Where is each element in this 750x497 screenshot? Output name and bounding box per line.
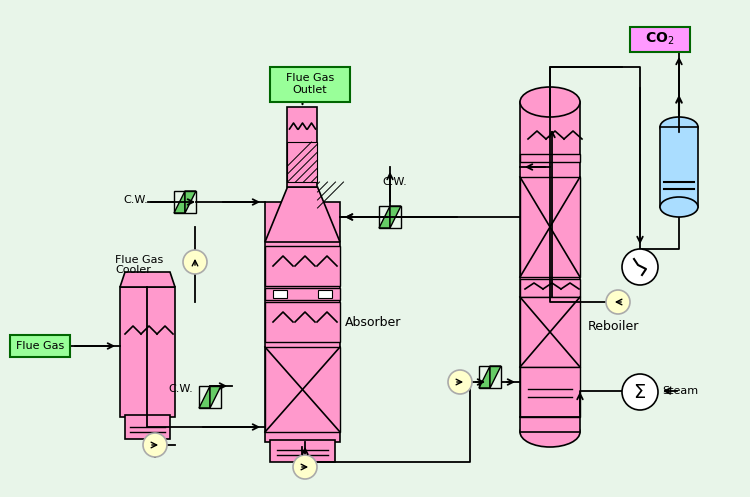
FancyBboxPatch shape (630, 27, 690, 52)
FancyBboxPatch shape (520, 154, 580, 162)
FancyBboxPatch shape (287, 142, 317, 182)
FancyBboxPatch shape (273, 290, 287, 298)
FancyBboxPatch shape (318, 290, 332, 298)
FancyBboxPatch shape (125, 415, 170, 439)
Text: Steam: Steam (662, 386, 698, 396)
Text: Absorber: Absorber (345, 316, 401, 329)
FancyBboxPatch shape (520, 102, 580, 432)
Text: Flue Gas: Flue Gas (115, 255, 164, 265)
FancyBboxPatch shape (265, 347, 340, 432)
FancyBboxPatch shape (520, 177, 580, 277)
Polygon shape (210, 386, 221, 408)
FancyBboxPatch shape (660, 127, 698, 207)
Polygon shape (120, 272, 175, 287)
Text: Flue Gas: Flue Gas (16, 341, 64, 351)
Text: C.W.: C.W. (123, 195, 148, 205)
Circle shape (622, 374, 658, 410)
FancyBboxPatch shape (287, 107, 317, 187)
Ellipse shape (660, 197, 698, 217)
Circle shape (622, 249, 658, 285)
Text: Flue Gas: Flue Gas (286, 73, 334, 83)
FancyBboxPatch shape (10, 335, 70, 357)
Circle shape (293, 455, 317, 479)
FancyBboxPatch shape (520, 297, 580, 367)
Text: CO$_2$: CO$_2$ (645, 31, 675, 47)
FancyBboxPatch shape (270, 440, 335, 462)
Ellipse shape (660, 117, 698, 137)
Ellipse shape (520, 417, 580, 447)
Polygon shape (199, 386, 210, 408)
Polygon shape (174, 191, 185, 213)
Polygon shape (265, 187, 340, 242)
Circle shape (183, 250, 207, 274)
FancyBboxPatch shape (120, 287, 175, 417)
Polygon shape (479, 366, 490, 388)
FancyBboxPatch shape (265, 202, 340, 442)
Polygon shape (390, 206, 401, 228)
Circle shape (143, 433, 167, 457)
Text: C.W.: C.W. (168, 384, 193, 394)
Text: Cooler: Cooler (115, 265, 151, 275)
FancyBboxPatch shape (520, 279, 580, 297)
Text: C.W.: C.W. (382, 177, 407, 187)
Ellipse shape (520, 87, 580, 117)
FancyBboxPatch shape (520, 367, 580, 417)
Text: Outlet: Outlet (292, 85, 327, 95)
FancyBboxPatch shape (265, 288, 340, 300)
Polygon shape (379, 206, 390, 228)
Circle shape (448, 370, 472, 394)
Circle shape (606, 290, 630, 314)
FancyBboxPatch shape (270, 67, 350, 102)
Polygon shape (185, 191, 196, 213)
FancyBboxPatch shape (265, 302, 340, 342)
Text: Reboiler: Reboiler (588, 321, 639, 333)
Text: $\Sigma$: $\Sigma$ (634, 383, 646, 402)
FancyBboxPatch shape (265, 246, 340, 286)
Polygon shape (490, 366, 501, 388)
